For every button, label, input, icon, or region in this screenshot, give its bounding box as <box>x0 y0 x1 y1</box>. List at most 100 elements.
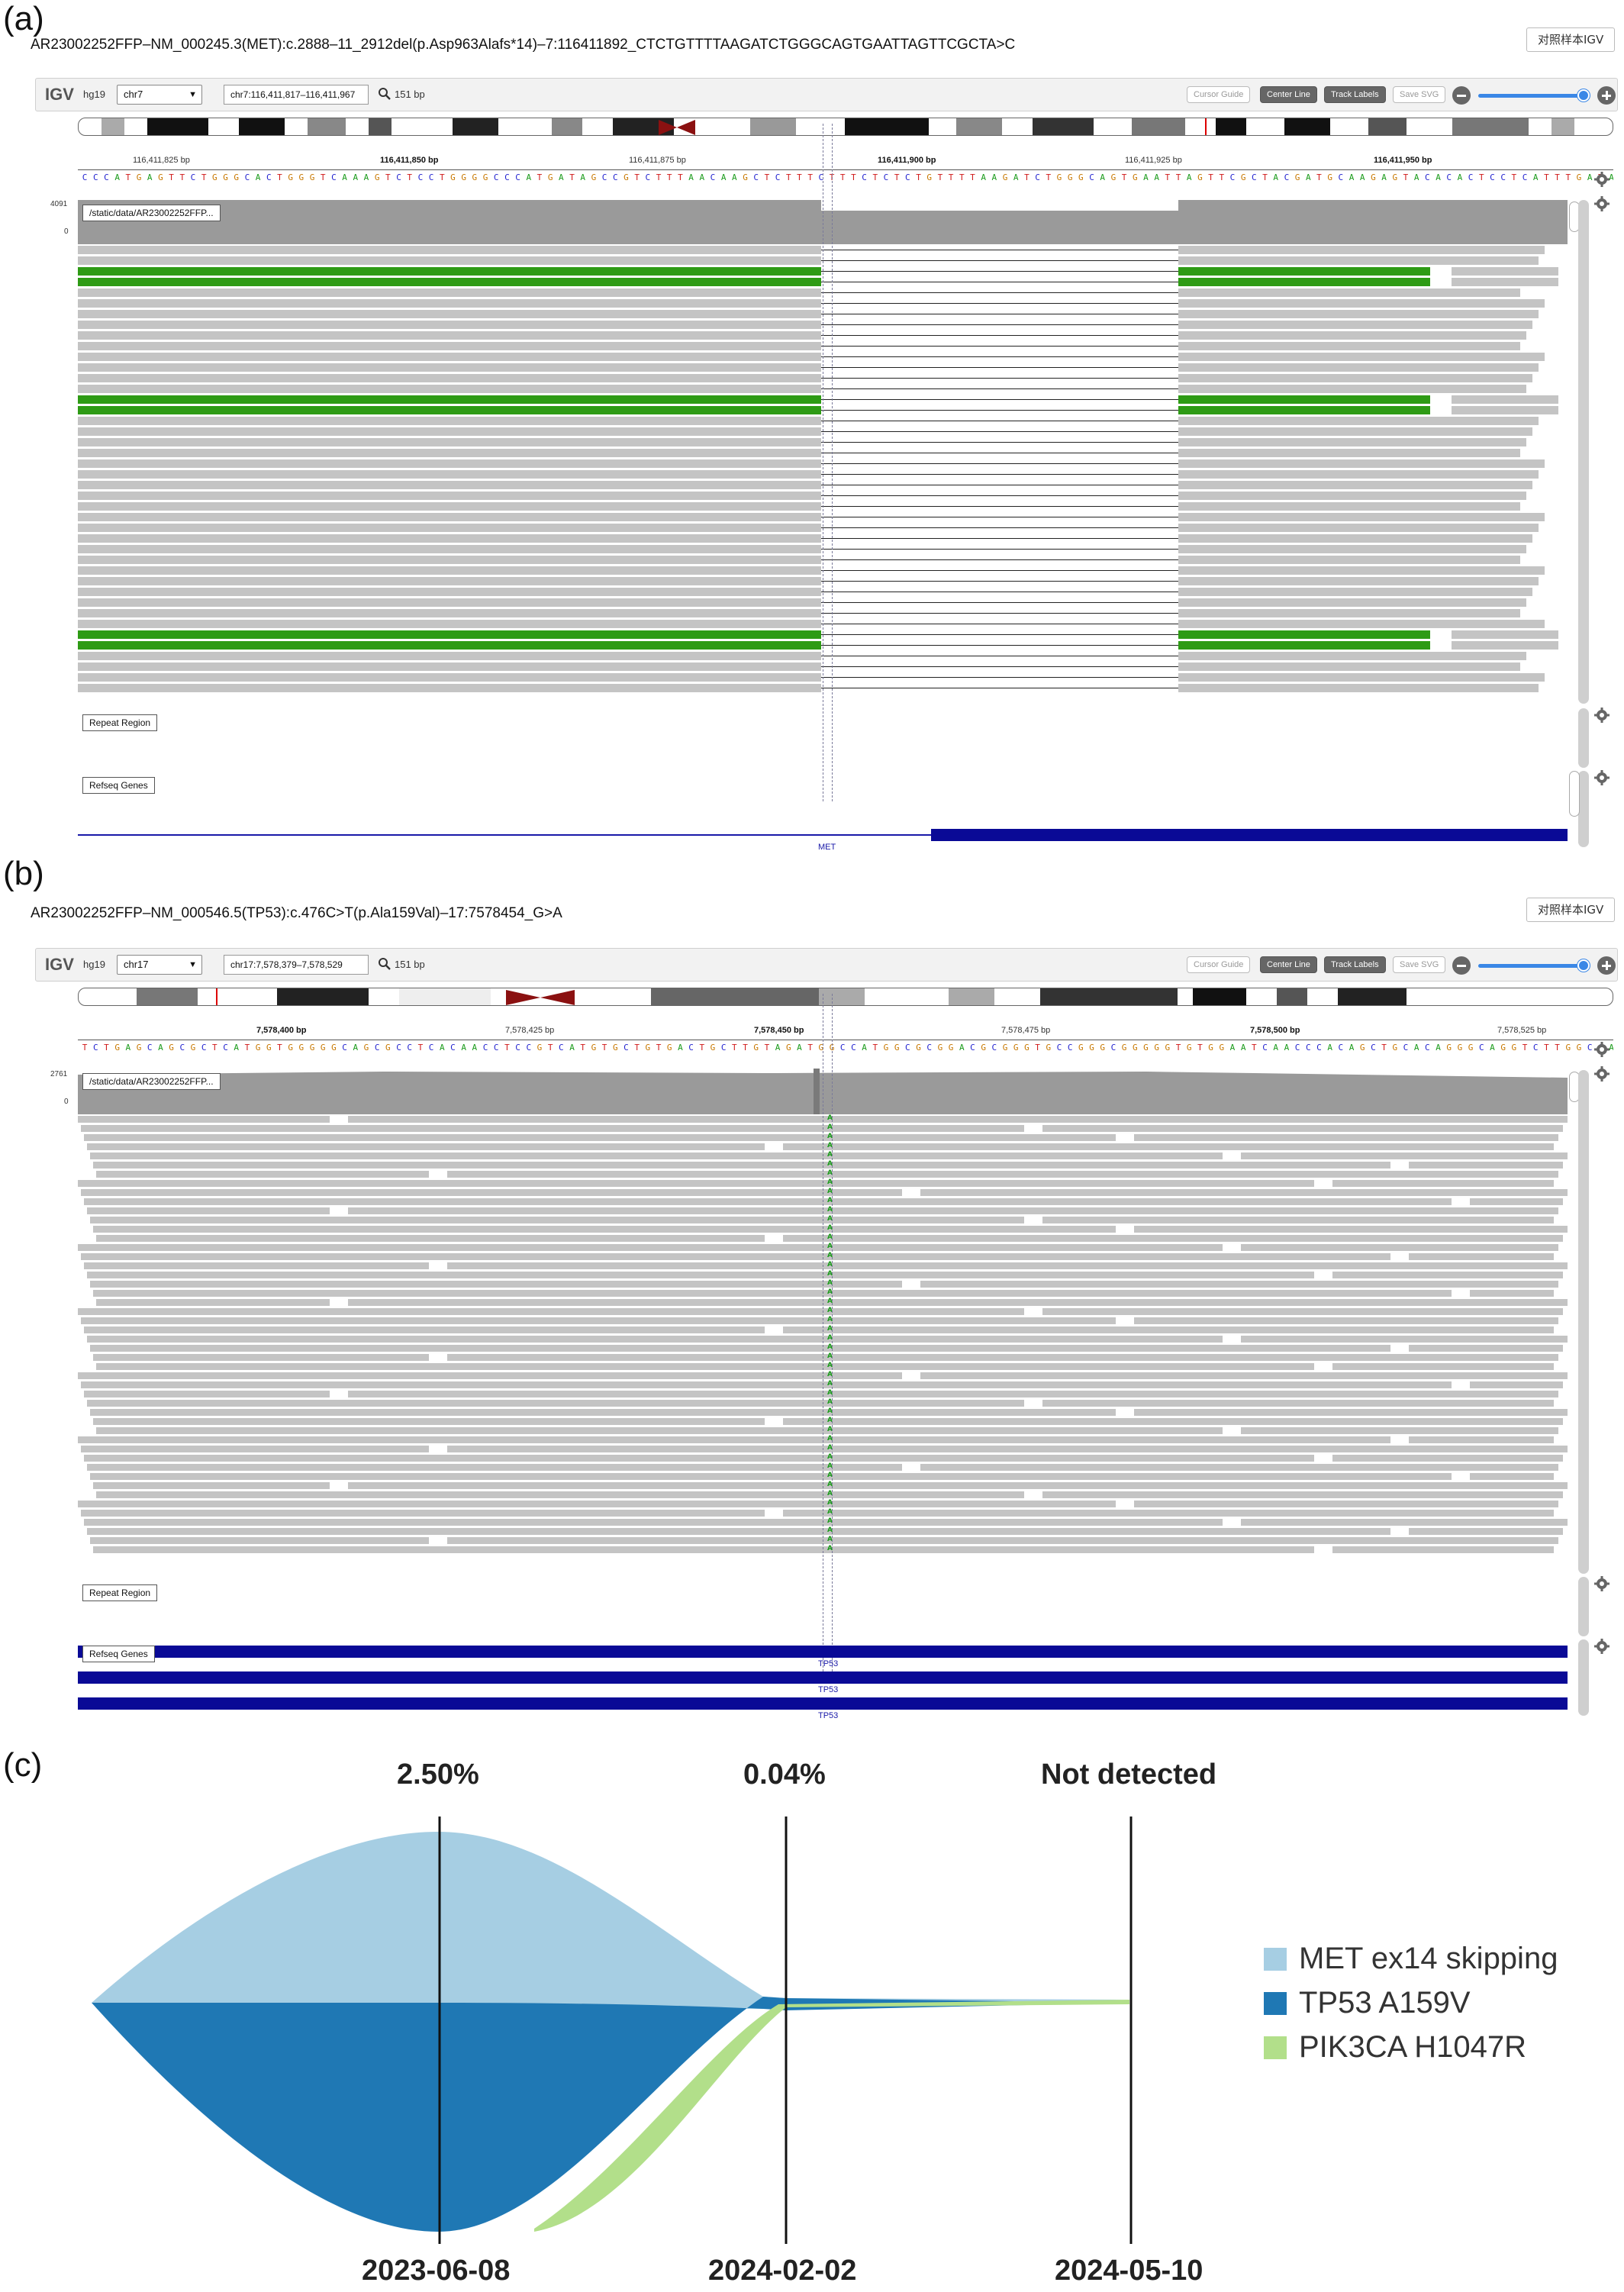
cursor-guide-button[interactable]: Cursor Guide <box>1187 86 1251 103</box>
aligned-read[interactable] <box>78 524 821 532</box>
aligned-read[interactable] <box>90 1152 1223 1159</box>
aligned-read[interactable] <box>1178 289 1520 297</box>
aligned-read[interactable] <box>1178 684 1539 692</box>
aligned-read[interactable] <box>1178 588 1532 596</box>
aligned-read[interactable] <box>78 588 821 596</box>
aligned-read[interactable] <box>78 417 821 425</box>
aligned-read[interactable] <box>81 1446 429 1452</box>
aligned-read[interactable] <box>90 1345 1390 1352</box>
aligned-read[interactable] <box>78 1180 1314 1187</box>
aligned-read[interactable] <box>1178 331 1526 340</box>
aligned-read[interactable] <box>81 1125 1024 1132</box>
aligned-read[interactable] <box>1178 449 1520 457</box>
aligned-read[interactable] <box>447 1354 1558 1361</box>
met-exon-box[interactable] <box>931 829 1568 841</box>
aligned-read[interactable] <box>78 353 821 361</box>
aligned-read[interactable] <box>1470 1473 1554 1480</box>
aligned-read[interactable] <box>78 1308 1024 1315</box>
aligned-read[interactable] <box>87 1207 330 1214</box>
aligned-read[interactable] <box>1178 353 1545 361</box>
gear-icon[interactable] <box>1593 769 1610 786</box>
aligned-read[interactable] <box>920 1189 1568 1196</box>
aligned-read[interactable] <box>78 641 821 650</box>
aligned-read[interactable] <box>1241 1427 1558 1434</box>
aligned-read[interactable] <box>1241 1244 1558 1251</box>
aligned-read[interactable] <box>1178 459 1545 468</box>
aligned-read[interactable] <box>78 406 821 414</box>
aligned-read[interactable] <box>87 1464 902 1471</box>
zoom-out-icon[interactable] <box>1452 86 1471 105</box>
aligned-read[interactable] <box>1409 1345 1563 1352</box>
aligned-read[interactable] <box>1178 342 1520 350</box>
aligned-read[interactable] <box>1178 427 1532 436</box>
aligned-read[interactable] <box>78 566 821 575</box>
chromosome-select[interactable]: chr7 ▼ <box>117 85 202 105</box>
aligned-read[interactable] <box>920 1281 1558 1288</box>
aligned-read[interactable] <box>90 1281 902 1288</box>
track-labels-button[interactable]: Track Labels <box>1324 86 1386 103</box>
aligned-read[interactable] <box>1042 1308 1563 1315</box>
aligned-read[interactable] <box>84 1262 429 1269</box>
aligned-read[interactable] <box>1178 363 1539 372</box>
aligned-read[interactable] <box>783 1510 1554 1517</box>
aligned-read[interactable] <box>78 459 821 468</box>
aligned-read[interactable] <box>78 545 821 553</box>
aligned-read[interactable] <box>96 1491 1024 1498</box>
aligned-read[interactable] <box>1178 267 1430 276</box>
repeat-region-track-label[interactable]: Repeat Region <box>82 714 158 731</box>
aligned-read[interactable] <box>1178 374 1532 382</box>
aligned-read[interactable] <box>1178 492 1526 500</box>
aligned-read[interactable] <box>783 1327 1554 1333</box>
aligned-read[interactable] <box>93 1354 429 1361</box>
aligned-read[interactable] <box>78 609 821 617</box>
aligned-read[interactable] <box>1452 278 1558 286</box>
aligned-read[interactable] <box>1178 524 1539 532</box>
aligned-read[interactable] <box>78 331 821 340</box>
aligned-read[interactable] <box>78 1372 902 1379</box>
repeat-scrollbar[interactable] <box>1578 708 1589 768</box>
aligned-read[interactable] <box>1178 470 1539 479</box>
aligned-read[interactable] <box>1178 256 1539 265</box>
aligned-read[interactable] <box>1178 417 1539 425</box>
zoom-slider[interactable] <box>1478 94 1588 98</box>
aligned-read[interactable] <box>1452 267 1558 276</box>
aligned-read[interactable] <box>1134 1134 1558 1141</box>
aligned-read[interactable] <box>1042 1125 1563 1132</box>
aligned-read[interactable] <box>78 1501 1116 1507</box>
coverage-bar[interactable] <box>1178 200 1568 244</box>
aligned-read[interactable] <box>1134 1501 1558 1507</box>
aligned-read[interactable] <box>78 374 821 382</box>
aligned-read[interactable] <box>1042 1217 1554 1223</box>
track-labels-button[interactable]: Track Labels <box>1324 956 1386 973</box>
chromosome-ideogram[interactable] <box>78 118 1613 136</box>
search-icon[interactable] <box>378 87 392 101</box>
gear-icon[interactable] <box>1593 1065 1610 1082</box>
alignment-track-label[interactable]: /static/data/AR23002252FFP... <box>82 205 221 221</box>
aligned-read[interactable] <box>1042 1400 1554 1407</box>
aligned-read[interactable] <box>1452 395 1558 404</box>
aligned-read[interactable] <box>78 534 821 543</box>
panel-b-control-sample-button[interactable]: 对照样本IGV <box>1526 898 1616 922</box>
aligned-read[interactable] <box>84 1134 1116 1141</box>
refseq-genes-track-label[interactable]: Refseq Genes <box>82 777 155 794</box>
alignment-scrollbar[interactable] <box>1578 200 1589 704</box>
chromosome-ideogram[interactable] <box>78 988 1613 1006</box>
aligned-read[interactable] <box>1470 1290 1554 1297</box>
aligned-read[interactable] <box>1452 630 1558 639</box>
refseq-genes-track-label[interactable]: Refseq Genes <box>82 1646 155 1662</box>
aligned-read[interactable] <box>1178 566 1545 575</box>
aligned-read[interactable] <box>78 652 821 660</box>
aligned-read[interactable] <box>78 427 821 436</box>
tp53-transcript-3[interactable] <box>78 1697 1568 1710</box>
aligned-read[interactable] <box>1470 1198 1563 1205</box>
aligned-read[interactable] <box>920 1464 1558 1471</box>
refseq-scrollbar[interactable] <box>1578 771 1589 847</box>
repeat-region-track-label[interactable]: Repeat Region <box>82 1584 158 1601</box>
aligned-read[interactable] <box>348 1391 1558 1397</box>
zoom-in-icon[interactable] <box>1597 86 1616 105</box>
aligned-read[interactable] <box>78 438 821 446</box>
aligned-read[interactable] <box>78 363 821 372</box>
aligned-read[interactable] <box>78 577 821 585</box>
chromosome-select[interactable]: chr17 ▼ <box>117 955 202 975</box>
